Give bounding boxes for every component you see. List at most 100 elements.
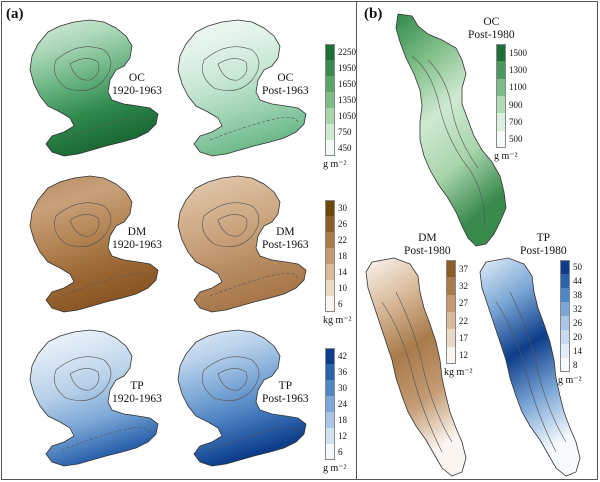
colorbar-unit: kg m⁻² <box>444 367 473 378</box>
colorbar-tick-label: 700 <box>509 117 523 127</box>
colorbar-segment <box>446 329 456 348</box>
map-label-oc-post1963: OC Post-1963 <box>262 72 309 98</box>
colorbar-segment <box>496 96 506 114</box>
colorbar-tick-label: 450 <box>338 143 352 153</box>
colorbar-unit: kg m⁻² <box>323 315 352 326</box>
map-label-tp-1920: TP 1920-1963 <box>112 380 162 406</box>
colorbar-tick-label: 12 <box>338 431 347 441</box>
colorbar-segment <box>496 78 506 97</box>
colorbar-segment <box>560 260 570 275</box>
colorbar-unit: g m⁻² <box>323 159 347 170</box>
colorbar-tick-label: 50 <box>573 262 582 272</box>
map-oc-post1980 <box>395 13 507 247</box>
colorbar-border <box>325 44 335 156</box>
colorbar-segment <box>496 113 506 132</box>
colorbar-tick-label: 6 <box>338 447 343 457</box>
map-variable: OC <box>483 16 500 28</box>
colorbar-segment <box>325 280 335 297</box>
colorbar-tick-label: 20 <box>573 332 582 342</box>
colorbar-segment <box>325 348 335 365</box>
colorbar-segment <box>325 264 335 281</box>
map-dm-1920 <box>29 175 159 313</box>
colorbar-border <box>325 200 335 312</box>
colorbar-oc-a: 2250 1950 1650 1350 1050 750 450 g m⁻² <box>323 44 369 172</box>
colorbar-tick-label: 1500 <box>509 47 527 58</box>
colorbar-segment <box>325 44 335 61</box>
colorbar-tick-label: 14 <box>573 346 582 356</box>
colorbar-tick-label: 1650 <box>338 79 356 89</box>
colorbar-segment <box>560 330 570 345</box>
colorbar-segment <box>325 396 335 413</box>
map-period: Post-1963 <box>262 393 309 405</box>
colorbar-tick-label: 900 <box>509 99 523 110</box>
colorbar-tick-label: 1300 <box>509 65 527 75</box>
colorbar-tick-label: 1350 <box>338 95 356 105</box>
colorbar-unit: g m⁻² <box>558 375 582 386</box>
colorbar-border <box>560 260 570 372</box>
colorbar-segment <box>325 364 335 381</box>
colorbar-tick-label: 14 <box>338 267 347 277</box>
colorbar-segment <box>496 61 506 80</box>
colorbar-tick-label: 26 <box>573 318 582 328</box>
map-period: Post-1963 <box>262 239 309 251</box>
colorbar-tick-label: 1050 <box>338 111 356 121</box>
panel-label-a: (a) <box>6 6 24 22</box>
colorbar-segment <box>446 260 456 278</box>
colorbar-tick-label: 1950 <box>338 63 356 73</box>
colorbar-tick-label: 6 <box>338 299 343 309</box>
colorbar-segment <box>496 44 506 62</box>
colorbar-segment <box>325 60 335 77</box>
colorbar-tick-label: 36 <box>338 367 347 377</box>
colorbar-segment <box>325 232 335 249</box>
colorbar-segment <box>325 108 335 125</box>
colorbar-tick-label: 27 <box>459 298 468 309</box>
map-period: Post-1963 <box>262 85 309 97</box>
map-variable: TP <box>130 380 144 392</box>
colorbar-tick-label: 17 <box>459 333 468 343</box>
colorbar-segment <box>325 200 335 217</box>
colorbar-segment <box>446 312 456 330</box>
map-dm-post1963 <box>177 175 307 313</box>
map-label-oc-1920: OC 1920-1963 <box>112 72 162 98</box>
colorbar-segment <box>325 92 335 109</box>
colorbar-unit: g m⁻² <box>323 463 347 474</box>
colorbar-dm-a: 30 26 22 18 14 10 6 kg m⁻² <box>323 200 369 328</box>
colorbar-tick-label: 750 <box>338 127 352 137</box>
map-period: 1920-1963 <box>112 239 162 251</box>
colorbar-tick-label: 1100 <box>509 82 527 93</box>
colorbar-unit: g m⁻² <box>494 151 518 162</box>
map-oc-post1963 <box>177 19 307 157</box>
colorbar-oc-b: 1500 1300 1100 900 700 500 g m⁻² <box>494 44 540 164</box>
map-tp-1920 <box>29 329 159 467</box>
colorbar-tick-label: 24 <box>338 399 347 409</box>
colorbar-segment <box>325 124 335 141</box>
panel-label-b: (b) <box>364 6 383 22</box>
colorbar-segment <box>560 288 570 303</box>
colorbar-tick-label: 12 <box>459 350 468 361</box>
map-variable: OC <box>277 72 294 84</box>
map-period: 1920-1963 <box>112 85 162 97</box>
map-label-tp-post1963: TP Post-1963 <box>262 380 309 406</box>
colorbar-tick-label: 37 <box>459 263 468 274</box>
colorbar-segment <box>446 294 456 313</box>
colorbar-segment <box>325 380 335 397</box>
map-variable: DM <box>418 232 437 244</box>
map-dm-post1980 <box>365 257 467 477</box>
map-tp-post1963 <box>177 329 307 467</box>
colorbar-border <box>496 44 506 148</box>
map-variable: OC <box>128 72 145 84</box>
colorbar-segment <box>496 130 506 149</box>
colorbar-tick-label: 30 <box>338 203 347 213</box>
map-period: Post-1980 <box>520 245 567 257</box>
colorbar-segment <box>325 428 335 445</box>
colorbar-segment <box>446 277 456 296</box>
colorbar-border <box>446 260 456 364</box>
map-variable: DM <box>127 226 147 238</box>
colorbar-segment <box>560 358 570 373</box>
map-tp-post1980 <box>479 257 581 477</box>
colorbar-tp-b: 50 44 38 32 26 20 14 8 g m⁻² <box>558 260 600 388</box>
map-variable: DM <box>276 226 295 238</box>
colorbar-segment <box>325 296 335 313</box>
